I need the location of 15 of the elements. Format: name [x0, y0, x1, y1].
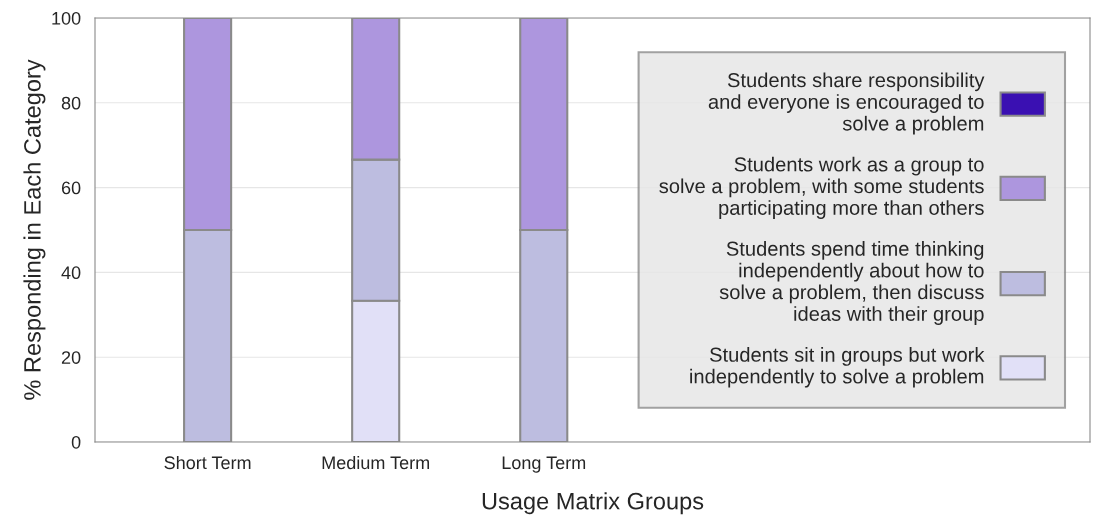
y-axis-title: % Responding in Each Category [23, 59, 46, 400]
y-tick-label: 100 [52, 11, 81, 25]
legend-label: Students share responsibility and everyone is encouraged to solve a problem [708, 72, 985, 135]
x-tick-label: Long Term [502, 456, 586, 473]
x-axis-title: Usage Matrix Groups [482, 492, 704, 515]
y-tick-label: 60 [61, 181, 81, 195]
legend-label: Students sit in groups but work independently to solve a problem [690, 347, 985, 388]
x-tick-label: Medium Term [322, 455, 430, 470]
y-tick-label: 80 [61, 96, 81, 110]
x-tick-label: Short Term [164, 455, 251, 470]
y-tick-label: 0 [71, 435, 81, 449]
y-tick-label: 40 [61, 266, 81, 280]
legend-label: Students work as a group to solve a problem, with some students participating more than others [659, 156, 984, 219]
legend-label: Students spend time thinking independently about how to solve a problem, then discuss ideas with their group [719, 241, 984, 325]
y-tick-label: 20 [61, 351, 81, 364]
